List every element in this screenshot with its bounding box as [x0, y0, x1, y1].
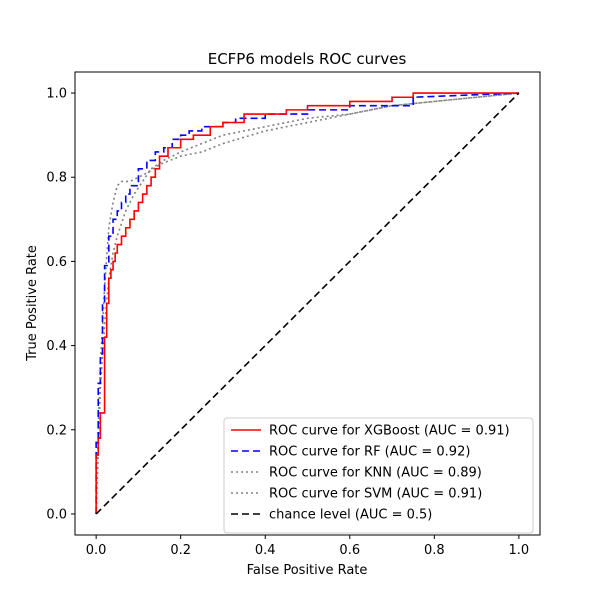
- x-tick-label: 0.2: [170, 543, 191, 558]
- y-tick-label: 0.4: [46, 339, 67, 354]
- x-axis: 0.0 0.2 0.4 0.6 0.8 1.0: [86, 535, 529, 558]
- y-tick-label: 0.2: [46, 423, 67, 438]
- series-line-1: [95, 92, 519, 514]
- legend-label-3: ROC curve for SVM (AUC = 0.91): [269, 487, 482, 502]
- legend-label-4: chance level (AUC = 0.5): [269, 508, 432, 523]
- series-line-0: [95, 92, 519, 514]
- x-tick-label: 1.0: [509, 543, 530, 558]
- legend-label-2: ROC curve for KNN (AUC = 0.89): [269, 466, 482, 481]
- x-tick-label: 0.0: [86, 543, 107, 558]
- plot-frame: [74, 71, 541, 536]
- y-tick-label: 0.6: [46, 255, 67, 270]
- x-axis-label: False Positive Rate: [247, 563, 368, 578]
- x-tick-label: 0.6: [339, 543, 360, 558]
- series-layer: [95, 92, 520, 515]
- y-tick-label: 0.8: [46, 171, 67, 186]
- legend-label-1: ROC curve for RF (AUC = 0.92): [269, 445, 470, 460]
- legend-box: [223, 417, 534, 534]
- chart-title: ECFP6 models ROC curves: [208, 50, 407, 68]
- y-axis: 0.0 0.2 0.4 0.6 0.8 1.0: [46, 87, 75, 522]
- x-tick-label: 0.8: [424, 543, 445, 558]
- y-tick-label: 0.0: [46, 507, 67, 522]
- legend: ROC curve for XGBoost (AUC = 0.91) ROC cu…: [223, 417, 534, 534]
- legend-label-0: ROC curve for XGBoost (AUC = 0.91): [269, 424, 510, 439]
- series-line-3: [95, 92, 519, 514]
- y-axis-label: True Positive Rate: [25, 245, 40, 362]
- y-tick-label: 1.0: [46, 87, 67, 102]
- series-line-4: [95, 92, 520, 515]
- x-tick-label: 0.4: [255, 543, 276, 558]
